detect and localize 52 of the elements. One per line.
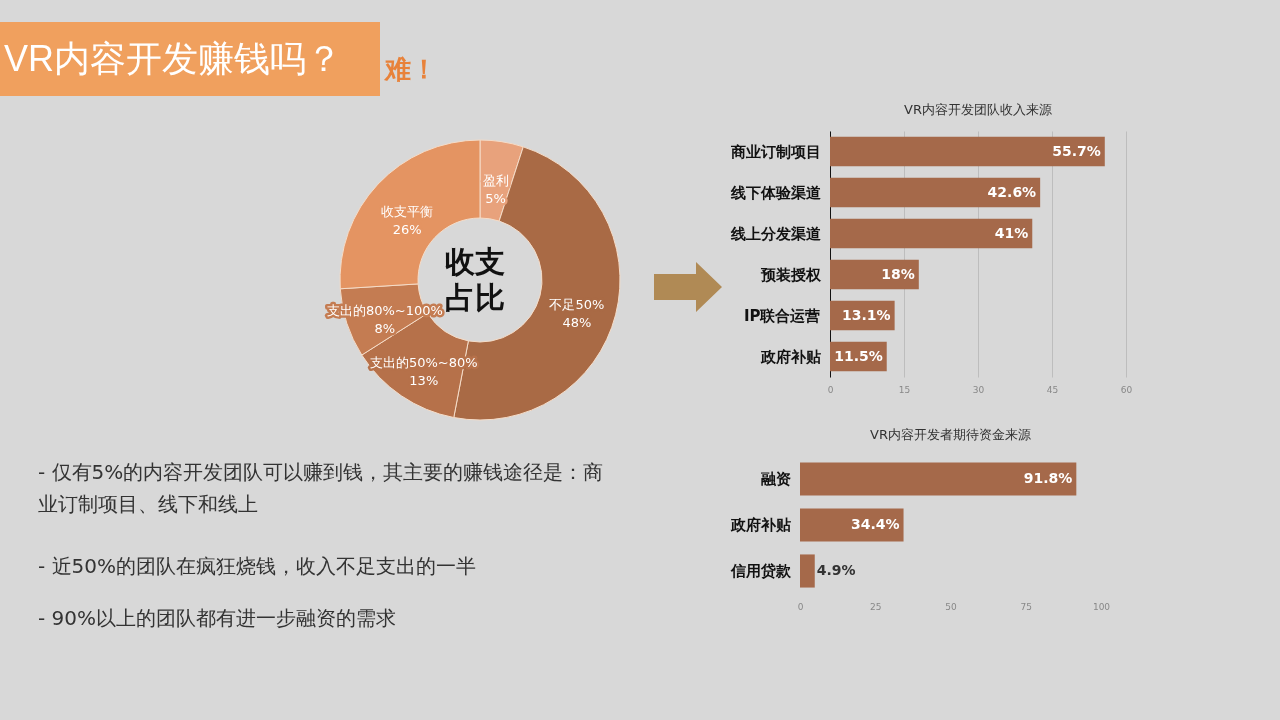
bar [800, 554, 815, 588]
bar [830, 177, 1041, 208]
data-label: 34.4% [850, 516, 900, 532]
bar [830, 218, 1033, 249]
data-label: 11.5% [834, 347, 883, 364]
x-tick-label: 75 [1020, 601, 1032, 612]
text: 收支占比 [445, 244, 505, 315]
x-tick-label: 0 [827, 384, 834, 395]
data-label: 5% [485, 191, 506, 207]
bar [800, 462, 1077, 496]
chart-title: VR内容开发者期待资金来源 [870, 427, 1031, 442]
slice-label: 收支平衡 [381, 203, 434, 219]
data-label: 4.9% [816, 562, 856, 578]
x-tick-label: 0 [797, 601, 804, 612]
bar [830, 136, 1105, 167]
data-label: 18% [881, 265, 915, 282]
chart-title: VR内容开发赚钱吗？ [0, 22, 380, 96]
data-label: 48% [562, 314, 592, 330]
x-tick-label: 100 [1092, 601, 1111, 612]
slice-label: 盈利 [482, 173, 509, 189]
slice-label: 不足50% [549, 296, 605, 312]
data-label: 91.8% [1023, 470, 1073, 486]
y-tick-label: 预装授权 [759, 265, 822, 284]
bar [830, 259, 919, 290]
y-tick-label: 政府补贴 [759, 347, 821, 366]
y-tick-label: 线上分发渠道 [729, 224, 822, 243]
x-tick-label: 25 [870, 601, 882, 612]
x-tick-label: 15 [898, 384, 911, 395]
y-tick-label: 信用贷款 [729, 562, 792, 580]
data-label: 13% [409, 372, 439, 388]
data-label: 26% [392, 221, 422, 237]
text: - 近50%的团队在疯狂烧钱，收入不足支出的一半 [38, 553, 478, 580]
text: - 仅有5%的内容开发团队可以赚到钱，其主要的赚钱途径是：商业订制项目、线下和线上 [38, 459, 605, 518]
text: - 90%以上的团队都有进一步融资的需求 [38, 605, 398, 632]
y-tick-label: 融资 [760, 470, 791, 488]
data-label: 8% [374, 320, 396, 336]
y-tick-label: 线下体验渠道 [729, 183, 822, 202]
y-tick-label: 政府补贴 [729, 516, 791, 534]
data-label: 41% [994, 224, 1029, 241]
slice-label: 支出的50%~80% [369, 354, 478, 370]
data-label: 13.1% [842, 306, 891, 323]
data-label: 42.6% [987, 183, 1037, 200]
x-tick-label: 50 [945, 601, 957, 612]
data-label: 55.7% [1052, 142, 1101, 159]
x-tick-label: 30 [972, 384, 985, 395]
chart-subtitle: 难！ [385, 53, 437, 86]
y-tick-label: IP联合运营 [743, 306, 821, 325]
x-tick-label: 45 [1046, 384, 1059, 395]
bar [800, 508, 904, 542]
x-tick-label: 60 [1120, 384, 1133, 395]
y-tick-label: 商业订制项目 [729, 142, 821, 161]
chart-title: VR内容开发团队收入来源 [904, 102, 1052, 117]
